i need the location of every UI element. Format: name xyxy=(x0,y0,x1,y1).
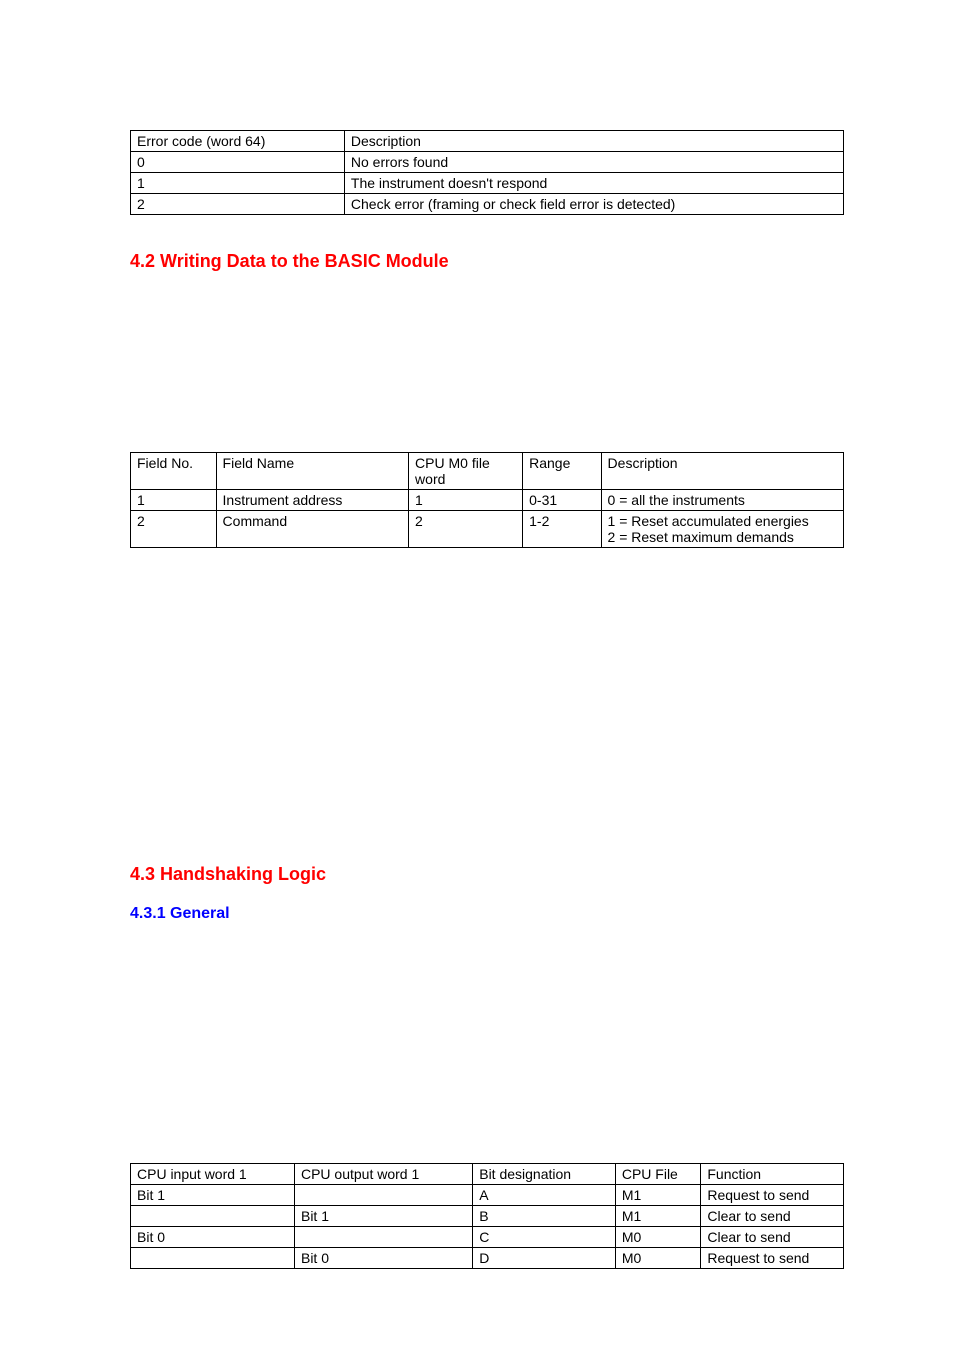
cell: CPU input word 1 xyxy=(131,1164,295,1185)
cell: The instrument doesn't respond xyxy=(344,173,843,194)
cell: Bit 1 xyxy=(131,1185,295,1206)
cell: Bit 0 xyxy=(294,1248,472,1269)
cell: Bit 0 xyxy=(131,1227,295,1248)
cell: D xyxy=(473,1248,616,1269)
cell xyxy=(294,1227,472,1248)
cell xyxy=(131,1248,295,1269)
cell: No errors found xyxy=(344,152,843,173)
table-row: 2 Command 2 1-2 1 = Reset accumulated en… xyxy=(131,511,844,548)
cell: 2 xyxy=(131,194,345,215)
table-row: Error code (word 64) Description xyxy=(131,131,844,152)
table-row: Field No. Field Name CPU M0 file word Ra… xyxy=(131,453,844,490)
cell: M1 xyxy=(615,1206,701,1227)
cell: Error code (word 64) xyxy=(131,131,345,152)
spacer xyxy=(130,272,844,452)
cell: Command xyxy=(216,511,409,548)
cell xyxy=(294,1185,472,1206)
cell: 2 xyxy=(131,511,217,548)
cell: Function xyxy=(701,1164,844,1185)
cell: Field Name xyxy=(216,453,409,490)
spacer xyxy=(130,548,844,828)
table-row: Bit 1 B M1 Clear to send xyxy=(131,1206,844,1227)
cell: Field No. xyxy=(131,453,217,490)
cell: Request to send xyxy=(701,1248,844,1269)
cell: Description xyxy=(601,453,843,490)
cell: 1-2 xyxy=(523,511,601,548)
section-heading-4-3: 4.3 Handshaking Logic xyxy=(130,864,844,885)
table-row: 2 Check error (framing or check field er… xyxy=(131,194,844,215)
cell: 2 xyxy=(409,511,523,548)
cell: Clear to send xyxy=(701,1227,844,1248)
cell: M0 xyxy=(615,1248,701,1269)
cell: CPU output word 1 xyxy=(294,1164,472,1185)
cell: 1 xyxy=(409,490,523,511)
handshaking-table: CPU input word 1 CPU output word 1 Bit d… xyxy=(130,1163,844,1269)
cell: C xyxy=(473,1227,616,1248)
cell: B xyxy=(473,1206,616,1227)
cell: 0 = all the instruments xyxy=(601,490,843,511)
cell: Instrument address xyxy=(216,490,409,511)
cell: M1 xyxy=(615,1185,701,1206)
page: Error code (word 64) Description 0 No er… xyxy=(0,0,954,1348)
section-heading-4-2: 4.2 Writing Data to the BASIC Module xyxy=(130,251,844,272)
cell: Description xyxy=(344,131,843,152)
cell: 1 xyxy=(131,490,217,511)
cell: CPU File xyxy=(615,1164,701,1185)
cell: CPU M0 file word xyxy=(409,453,523,490)
table-row: CPU input word 1 CPU output word 1 Bit d… xyxy=(131,1164,844,1185)
cell: 1 xyxy=(131,173,345,194)
cell: 0 xyxy=(131,152,345,173)
cell: Bit 1 xyxy=(294,1206,472,1227)
spacer xyxy=(130,923,844,1163)
table-row: Bit 0 C M0 Clear to send xyxy=(131,1227,844,1248)
table-row: Bit 0 D M0 Request to send xyxy=(131,1248,844,1269)
error-code-table: Error code (word 64) Description 0 No er… xyxy=(130,130,844,215)
subsection-heading-4-3-1: 4.3.1 General xyxy=(130,905,844,923)
cell: A xyxy=(473,1185,616,1206)
cell: 0-31 xyxy=(523,490,601,511)
table-row: 1 The instrument doesn't respond xyxy=(131,173,844,194)
table-row: 0 No errors found xyxy=(131,152,844,173)
cell xyxy=(131,1206,295,1227)
table-row: 1 Instrument address 1 0-31 0 = all the … xyxy=(131,490,844,511)
write-data-table: Field No. Field Name CPU M0 file word Ra… xyxy=(130,452,844,548)
cell: Clear to send xyxy=(701,1206,844,1227)
cell: Check error (framing or check field erro… xyxy=(344,194,843,215)
cell: Request to send xyxy=(701,1185,844,1206)
table-row: Bit 1 A M1 Request to send xyxy=(131,1185,844,1206)
cell: Range xyxy=(523,453,601,490)
cell: 1 = Reset accumulated energies 2 = Reset… xyxy=(601,511,843,548)
cell: Bit designation xyxy=(473,1164,616,1185)
cell: M0 xyxy=(615,1227,701,1248)
